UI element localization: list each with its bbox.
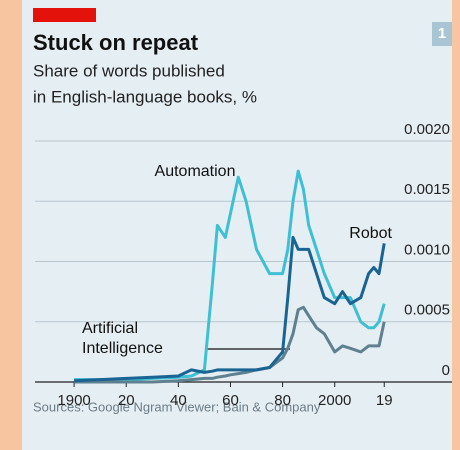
y-tick-label: 0: [442, 362, 450, 379]
source: Sources: Google Ngram Viewer; Bain & Com…: [33, 399, 321, 414]
x-tick-label: 60: [222, 392, 239, 409]
series-label: Robot: [349, 225, 392, 242]
subtitle: in English-language books, %: [33, 87, 257, 106]
x-tick-label: 19: [376, 392, 393, 409]
x-tick-label: 40: [170, 392, 187, 409]
series-label: Artificial: [82, 320, 138, 337]
y-tick-label: 0.0005: [404, 302, 450, 319]
badge: 1: [438, 25, 446, 42]
y-tick-label: 0.0010: [404, 241, 450, 258]
red-tag: [33, 8, 96, 22]
subtitle: Share of words published: [33, 61, 225, 80]
chart-title: Stuck on repeat: [33, 30, 199, 55]
series-line: [74, 305, 386, 384]
series-label: Automation: [155, 163, 236, 180]
y-tick-label: 0.0020: [404, 121, 450, 138]
y-tick-label: 0.0015: [404, 181, 450, 198]
series-line: [74, 235, 386, 383]
series-line: [74, 169, 386, 382]
x-tick-label: 1900: [57, 392, 90, 409]
badge-box: [432, 22, 452, 46]
x-tick-label: 80: [274, 392, 291, 409]
x-tick-label: 20: [118, 392, 135, 409]
x-tick-label: 2000: [318, 392, 351, 409]
series-label: Intelligence: [82, 340, 163, 357]
